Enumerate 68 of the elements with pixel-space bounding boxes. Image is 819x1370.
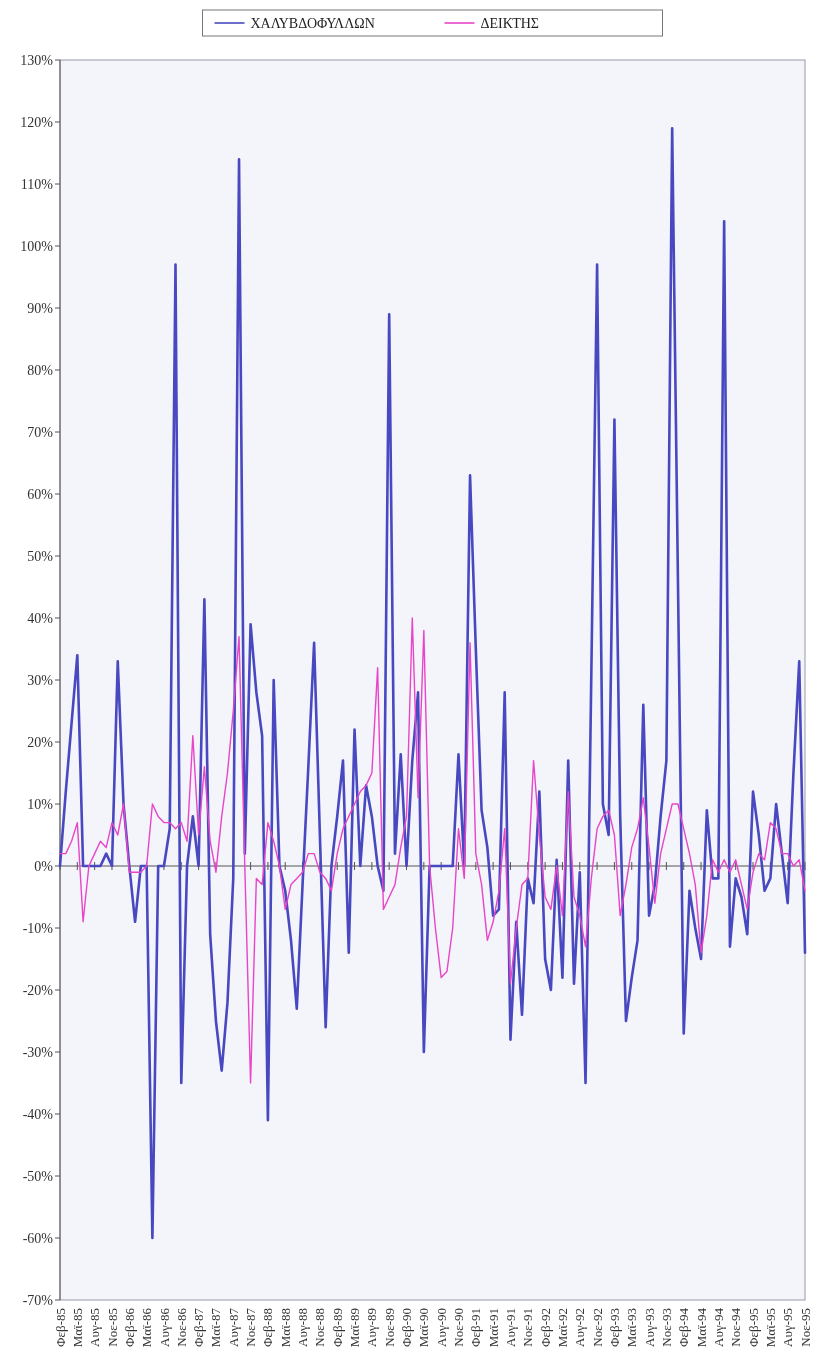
x-tick-label: Νοε-86 [173, 1307, 189, 1347]
x-tick-label: Μαϊ-86 [139, 1307, 155, 1348]
x-tick-label: Αυγ-91 [503, 1308, 519, 1347]
y-tick-label: -10% [22, 920, 54, 936]
x-tick-label: Φεβ-86 [121, 1307, 137, 1347]
x-tick-label: Φεβ-93 [606, 1308, 622, 1347]
y-tick-label: 80% [27, 362, 54, 378]
x-tick-label: Μαϊ-88 [277, 1308, 293, 1348]
x-tick-label: Μαϊ-90 [416, 1308, 432, 1348]
x-tick-label: Νοε-92 [589, 1308, 605, 1347]
x-tick-label: Νοε-87 [243, 1307, 259, 1347]
x-tick-label: Αυγ-89 [364, 1308, 380, 1347]
x-tick-label: Μαϊ-91 [485, 1308, 501, 1348]
x-tick-label: Μαϊ-93 [624, 1308, 640, 1348]
x-tick-label: Αυγ-87 [225, 1307, 241, 1347]
y-tick-label: 0% [34, 858, 54, 874]
y-tick-label: 50% [27, 548, 54, 564]
y-tick-label: 130% [20, 52, 54, 68]
y-tick-label: 40% [27, 610, 54, 626]
x-tick-label: Μαϊ-94 [693, 1307, 709, 1348]
x-tick-label: Αυγ-92 [572, 1308, 588, 1347]
x-tick-label: Αυγ-88 [295, 1308, 311, 1347]
y-tick-label: -20% [22, 982, 54, 998]
line-series [58, 126, 807, 1240]
x-tick-label: Φεβ-85 [52, 1308, 68, 1347]
x-tick-label: Μαϊ-87 [208, 1307, 224, 1348]
x-tick-label: Νοε-91 [520, 1308, 536, 1347]
x-tick-label: Μαϊ-89 [347, 1308, 363, 1348]
legend-label: ΔΕΙΚΤΗΣ [480, 15, 540, 31]
x-tick-label: Νοε-95 [797, 1308, 813, 1347]
x-tick-label: Νοε-89 [381, 1308, 397, 1347]
x-tick-label: Φεβ-88 [260, 1308, 276, 1347]
x-tick-label: Μαϊ-95 [762, 1308, 778, 1348]
y-tick-label: -70% [22, 1292, 54, 1308]
x-tick-label: Αυγ-94 [710, 1307, 726, 1347]
y-tick-label: 20% [27, 734, 54, 750]
x-tick-label: Αυγ-93 [641, 1308, 657, 1347]
x-tick-label: Φεβ-92 [537, 1308, 553, 1347]
x-tick-label: Νοε-94 [728, 1307, 744, 1347]
x-tick-label: Φεβ-89 [329, 1308, 345, 1347]
y-tick-label: -30% [22, 1044, 54, 1060]
x-tick-label: Νοε-88 [312, 1308, 328, 1347]
x-tick-label: Φεβ-94 [676, 1307, 692, 1347]
x-tick-label: Νοε-90 [451, 1308, 467, 1347]
x-tick-label: Φεβ-90 [399, 1308, 415, 1347]
y-tick-label: 10% [27, 796, 54, 812]
x-tick-label: Αυγ-90 [433, 1308, 449, 1347]
legend-label: ΧΑΛΥΒΔΟΦΥΛΛΩΝ [250, 15, 375, 31]
x-tick-label: Μαϊ-85 [69, 1308, 85, 1348]
y-tick-label: 100% [20, 238, 54, 254]
y-tick-label: 120% [20, 114, 54, 130]
x-tick-label: Φεβ-87 [191, 1307, 207, 1347]
x-tick-label: Αυγ-85 [87, 1308, 103, 1347]
y-tick-label: -40% [22, 1106, 54, 1122]
y-tick-label: 60% [27, 486, 54, 502]
y-tick-label: 110% [20, 176, 54, 192]
x-tick-label: Φεβ-95 [745, 1308, 761, 1347]
x-tick-label: Νοε-85 [104, 1308, 120, 1347]
x-tick-label: Μαϊ-92 [554, 1308, 570, 1348]
x-tick-label: Φεβ-91 [468, 1308, 484, 1347]
y-tick-label: -50% [22, 1168, 54, 1184]
y-tick-label: 90% [27, 300, 54, 316]
y-tick-label: 30% [27, 672, 54, 688]
x-tick-label: Αυγ-86 [156, 1307, 172, 1347]
y-tick-label: 70% [27, 424, 54, 440]
x-tick-label: Νοε-93 [658, 1308, 674, 1347]
y-tick-label: -60% [22, 1230, 54, 1246]
x-tick-label: Αυγ-95 [780, 1308, 796, 1347]
